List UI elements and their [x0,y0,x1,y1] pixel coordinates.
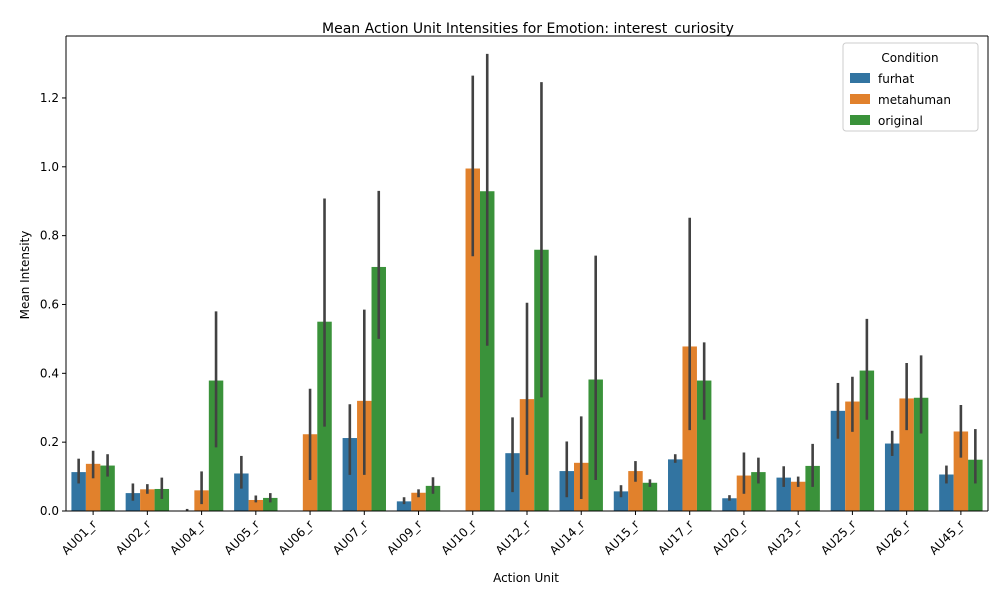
x-tick-label: AU14_r [547,517,587,557]
bar-metahuman-AU26_r [899,398,914,511]
y-tick-label: 0.0 [40,504,59,518]
bar-metahuman-AU01_r [85,463,101,511]
bar-metahuman-AU45_r [953,431,969,511]
legend-label-furhat: furhat [878,72,915,86]
bar-original-AU17_r [696,380,712,511]
y-axis-label: Mean Intensity [18,231,32,320]
x-tick-label: AU26_r [872,517,912,557]
legend-box [842,42,979,132]
x-tick-label: AU01_r [59,517,99,557]
x-tick-label: AU04_r [167,517,207,557]
bar-furhat-AU01_r [71,472,86,511]
bar-original-AU07_r [371,266,386,511]
bar-metahuman-AU15_r [628,471,643,511]
bar-furhat-AU23_r [776,477,791,511]
y-tick-label: 0.8 [40,229,59,243]
x-tick-label: AU07_r [330,517,370,557]
chart-title: Mean Action Unit Intensities for Emotion… [322,21,734,37]
bar-original-AU26_r [913,397,929,511]
bar-furhat-AU09_r [396,501,412,511]
bar-original-AU10_r [479,191,495,511]
x-tick-label: AU06_r [276,517,316,557]
bar-metahuman-AU10_r [465,168,480,511]
x-tick-label: AU02_r [113,517,153,557]
bar-original-AU45_r [968,459,983,511]
x-tick-label: AU17_r [655,517,695,557]
bar-furhat-AU45_r [939,474,954,511]
bar-furhat-AU26_r [884,443,900,511]
bar-original-AU05_r [263,497,278,511]
bar-furhat-AU17_r [668,459,683,511]
bar-furhat-AU25_r [830,410,846,511]
legend-items: furhat metahuman original [850,72,951,128]
legend-swatch-furhat [850,73,870,83]
bar-furhat-AU15_r [613,491,629,511]
y-tick-label: 0.4 [40,366,59,380]
bar-original-AU20_r [751,472,766,511]
bar-original-AU23_r [805,465,820,511]
x-tick-label: AU45_r [927,517,967,557]
y-tick-label: 0.6 [40,297,59,311]
legend-label-original: original [878,114,923,128]
bar-original-AU09_r [425,485,441,511]
y-tick-label: 0.2 [40,435,59,449]
bar-original-AU01_r [100,465,115,511]
y-tick-label: 1.0 [40,160,59,174]
error-bars-layer [77,53,977,511]
y-tick-label: 1.2 [40,91,59,105]
bar-original-AU25_r [859,370,875,511]
x-tick-label: AU09_r [384,517,424,557]
x-ticks: AU01_r AU02_r AU04_r AU05_r AU06_r AU07_r AU09… [59,511,967,558]
bar-original-AU02_r [154,488,170,511]
x-tick-label: AU10_r [438,517,478,557]
bar-furhat-AU02_r [125,493,141,511]
x-tick-label: AU25_r [818,517,858,557]
x-tick-label: AU05_r [221,517,261,557]
bar-metahuman-AU23_r [790,481,806,511]
legend-title: Condition [881,51,938,65]
bar-furhat-AU05_r [234,473,249,511]
legend-swatch-metahuman [850,94,870,104]
bar-metahuman-AU02_r [140,489,155,511]
x-tick-label: AU20_r [710,517,750,557]
legend-label-metahuman: metahuman [878,93,951,107]
x-axis-label: Action Unit [493,571,559,585]
x-tick-label: AU15_r [601,517,641,557]
bar-metahuman-AU25_r [845,401,860,511]
y-ticks: 0.0 0.2 0.4 0.6 0.8 1.0 1.2 [40,91,66,518]
x-tick-label: AU12_r [493,517,533,557]
bar-metahuman-AU05_r [248,499,264,511]
bar-metahuman-AU09_r [411,492,426,511]
legend-swatch-original [850,115,870,125]
bar-furhat-AU20_r [722,498,737,511]
x-tick-label: AU23_r [764,517,804,557]
bar-original-AU15_r [642,482,658,511]
legend: Condition furhat metahuman original [842,42,979,132]
